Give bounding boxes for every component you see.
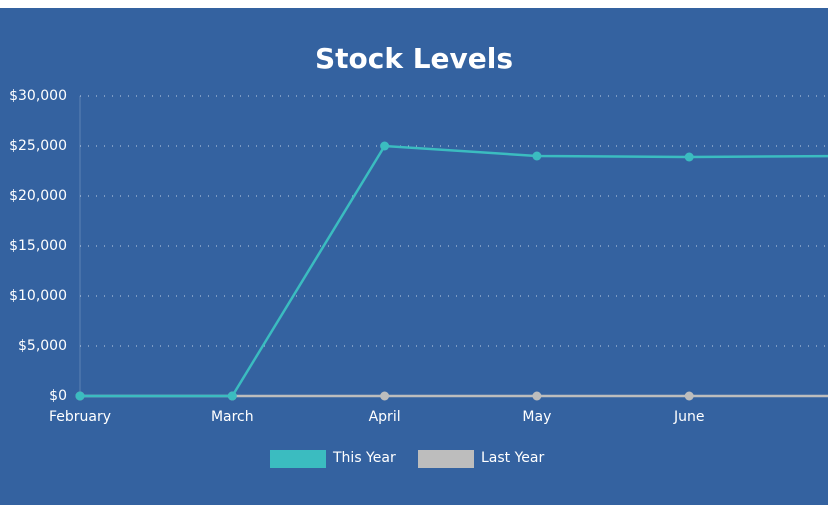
legend-label: This Year xyxy=(332,450,396,466)
series-line xyxy=(80,144,828,398)
y-tick-label: $25,000 xyxy=(9,138,67,154)
y-tick-label: $20,000 xyxy=(9,188,67,204)
x-tick-label: May xyxy=(522,409,551,425)
x-tick-label: March xyxy=(211,409,254,425)
y-tick-label: $15,000 xyxy=(9,238,67,254)
y-tick-label: $30,000 xyxy=(9,88,67,104)
data-point xyxy=(380,391,390,401)
chart-background xyxy=(0,8,828,505)
data-point xyxy=(532,151,542,161)
chart-title: Stock Levels xyxy=(315,42,513,75)
x-tick-label: April xyxy=(369,409,401,425)
data-point xyxy=(684,152,694,162)
data-point xyxy=(227,391,237,401)
legend-swatch xyxy=(270,450,326,468)
data-point xyxy=(75,391,85,401)
y-tick-label: $5,000 xyxy=(18,338,67,354)
y-tick-label: $0 xyxy=(49,388,67,404)
x-tick-label: February xyxy=(49,409,111,425)
data-point xyxy=(380,141,390,151)
data-point xyxy=(532,391,542,401)
y-tick-label: $10,000 xyxy=(9,288,67,304)
legend-label: Last Year xyxy=(481,450,544,466)
data-point xyxy=(684,391,694,401)
x-tick-label: June xyxy=(673,409,705,425)
legend-swatch xyxy=(418,450,474,468)
